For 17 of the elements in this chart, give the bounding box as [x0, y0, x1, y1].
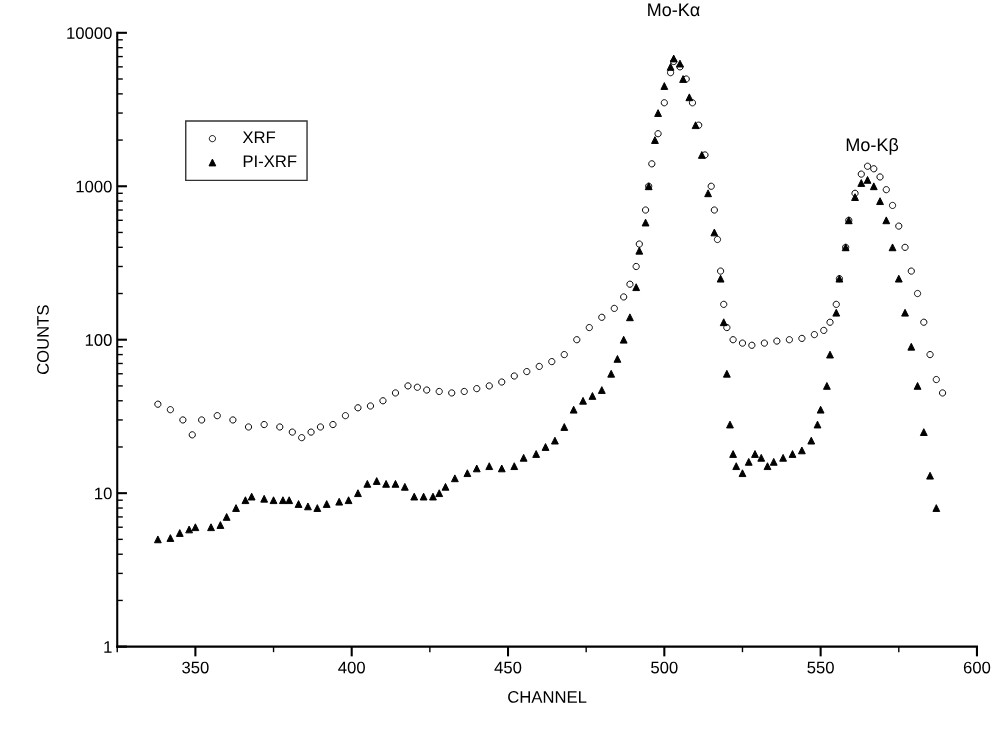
- x-tick-label: 600: [963, 661, 991, 674]
- text: Mo-Kα: [648, 3, 700, 17]
- x-tick-label: 500: [651, 661, 678, 674]
- y-tick-label: 10000: [67, 27, 112, 40]
- y-tick-label: 100: [85, 334, 112, 346]
- x-tick-label: 400: [338, 661, 365, 674]
- x-tick-label: 450: [494, 661, 522, 674]
- y-tick-label: 10: [95, 487, 112, 500]
- x-axis-title: CHANNEL: [508, 691, 587, 703]
- legend-label: PI-XRF: [243, 155, 297, 167]
- x-tick-label: 350: [182, 661, 209, 674]
- annotation: Mo-Kβ: [846, 137, 899, 155]
- legend-label: XRF: [242, 131, 276, 144]
- y-tick-label: 1000: [76, 180, 112, 193]
- x-tick-label: 550: [807, 661, 834, 674]
- y-axis-title: COUNTS: [37, 305, 49, 375]
- y-tick-label: 1: [104, 641, 112, 653]
